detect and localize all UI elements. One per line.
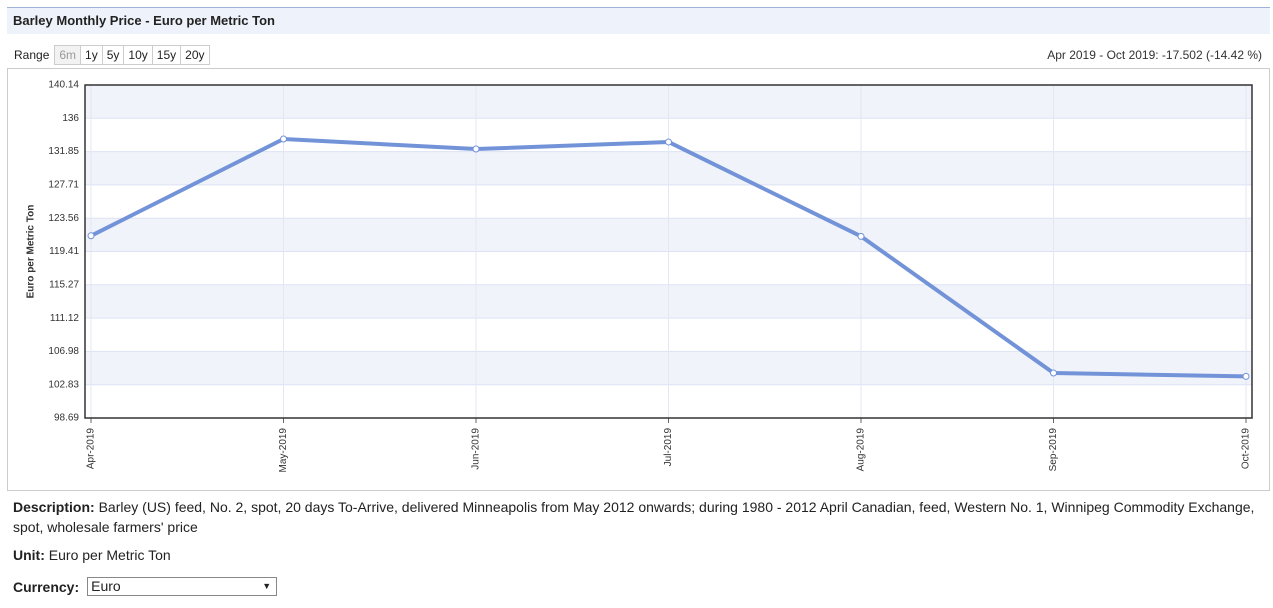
page-title: Barley Monthly Price - Euro per Metric T… <box>7 7 1270 34</box>
unit: Unit: Euro per Metric Ton <box>13 547 171 563</box>
currency-select[interactable]: Euro <box>87 577 278 596</box>
range-button[interactable]: 15y <box>151 45 182 65</box>
y-tick-label: 136 <box>62 113 79 124</box>
description-text: Barley (US) feed, No. 2, spot, 20 days T… <box>13 499 1255 535</box>
range-label: Range <box>14 48 50 62</box>
point <box>857 232 865 240</box>
annotation: Apr 2019 - Oct 2019: -17.502 (-14.42 %) <box>1047 48 1262 62</box>
point <box>472 145 480 153</box>
x-tick-label: Aug-2019 <box>856 428 867 472</box>
x-tick-label: Apr-2019 <box>86 428 97 470</box>
point <box>280 135 287 143</box>
currency: Currency: Euro <box>13 577 278 596</box>
x-tick-label: Jul-2019 <box>663 428 674 467</box>
currency-label: Currency: <box>13 578 80 595</box>
y-tick-label: 127.71 <box>48 180 79 191</box>
point <box>87 232 95 240</box>
point <box>1242 372 1250 380</box>
range-selector: Range 6m 1y 5y 10y 15y 20y <box>14 45 210 65</box>
y-tick-label: 119.41 <box>49 246 79 257</box>
unit-text: Euro per Metric Ton <box>48 547 171 563</box>
x-tick-label: Sep-2019 <box>1048 428 1059 472</box>
y-tick-label: 98.69 <box>54 413 79 424</box>
y-tick-label: 111.12 <box>50 313 80 324</box>
y-axis-title: Euro per Metric Ton <box>26 205 37 299</box>
description: Description: Barley (US) feed, No. 2, sp… <box>13 497 1263 537</box>
range-button[interactable]: 6m <box>54 45 82 65</box>
point <box>665 138 672 146</box>
y-tick-label: 140.14 <box>48 80 79 91</box>
description-label: Description: <box>13 499 95 515</box>
unit-label: Unit: <box>13 547 45 563</box>
x-tick-label: Oct-2019 <box>1241 428 1252 470</box>
range-button[interactable]: 20y <box>180 45 210 65</box>
y-tick-label: 123.56 <box>48 213 79 224</box>
x-tick-label: May-2019 <box>278 428 289 473</box>
y-tick-label: 102.83 <box>48 379 79 390</box>
y-tick-label: 131.85 <box>48 146 79 157</box>
chart-frame <box>7 68 1270 491</box>
x-tick-label: Jun-2019 <box>471 428 482 470</box>
plot-border <box>84 84 1253 419</box>
y-tick-label: 106.98 <box>48 346 79 357</box>
point <box>1050 369 1057 377</box>
chart: Apr 2019 - Oct 2019: -17.502 (-14.42 %) 9… <box>7 48 1270 491</box>
y-tick-label: 115.27 <box>49 279 79 290</box>
